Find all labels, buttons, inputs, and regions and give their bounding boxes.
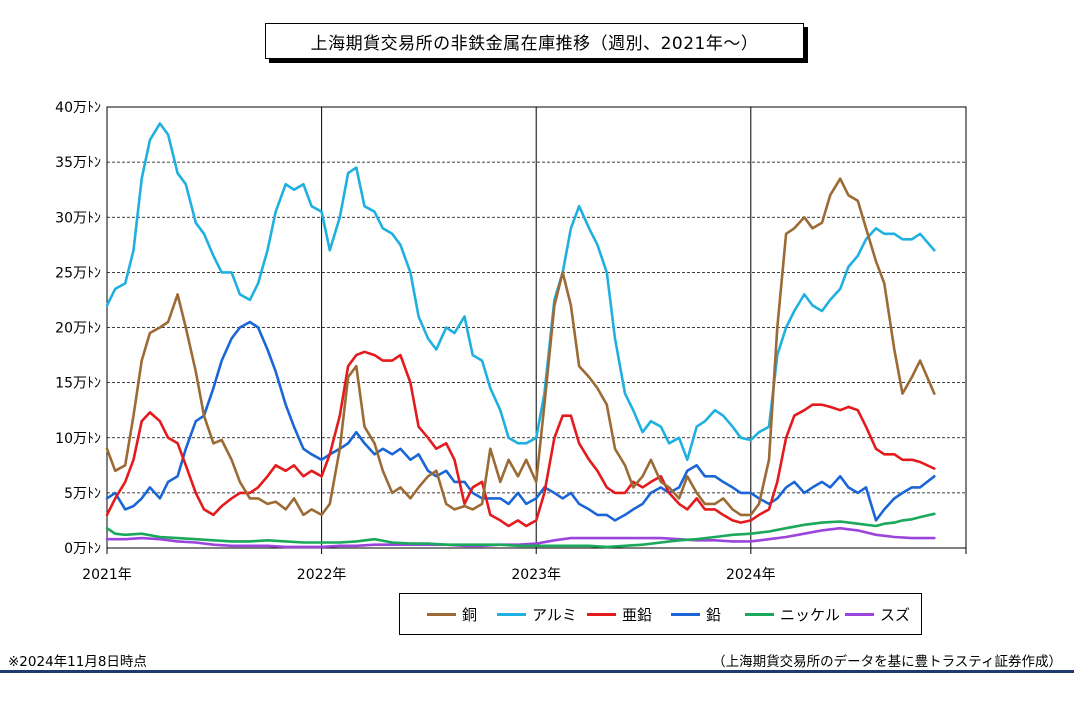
y-tick-label: 15万ﾄﾝ — [55, 376, 101, 392]
y-tick-label: 30万ﾄﾝ — [55, 210, 101, 226]
legend-item: 亜鉛 — [587, 594, 652, 634]
y-tick-label: 20万ﾄﾝ — [55, 321, 101, 337]
series-line-ニッケル — [105, 512, 936, 549]
y-tick-label: 35万ﾄﾝ — [55, 155, 101, 171]
footnote: ※2024年11月8日時点 — [8, 654, 147, 670]
x-tick-label: 2021年 — [82, 567, 132, 583]
legend-label: 亜鉛 — [622, 605, 653, 624]
y-tick-label: 40万ﾄﾝ — [55, 100, 101, 116]
series-line-スズ — [105, 526, 936, 549]
y-tick-label: 25万ﾄﾝ — [55, 265, 101, 281]
legend-item: スズ — [845, 594, 910, 634]
legend-label: 鉛 — [706, 605, 722, 624]
legend-swatch — [497, 612, 526, 616]
series-line-銅 — [105, 177, 936, 517]
series-line-亜鉛 — [105, 350, 936, 528]
bottom-divider — [0, 670, 1074, 673]
legend-swatch — [671, 612, 700, 616]
series-line-アルミ — [105, 122, 936, 462]
chart-title: 上海期貨交易所の非鉄金属在庫推移（週別、2021年～） — [265, 23, 804, 59]
x-tick-label: 2024年 — [726, 567, 776, 583]
series-line-鉛 — [105, 320, 936, 522]
legend-item: 銅 — [427, 594, 477, 634]
y-tick-label: 10万ﾄﾝ — [55, 431, 101, 447]
legend-swatch — [845, 612, 874, 616]
y-tick-label: 0万ﾄﾝ — [64, 541, 101, 557]
legend-item: アルミ — [497, 594, 577, 634]
legend-label: 銅 — [462, 605, 478, 624]
legend-swatch — [587, 612, 616, 616]
legend-label: アルミ — [532, 605, 577, 624]
legend-label: ニッケル — [780, 605, 841, 624]
source-credit: （上海期貨交易所のデータを基に豊トラスティ証券作成） — [712, 654, 1062, 670]
legend-swatch — [427, 612, 456, 616]
legend-item: 鉛 — [671, 594, 721, 634]
legend-label: スズ — [880, 605, 911, 624]
y-tick-label: 5万ﾄﾝ — [64, 486, 101, 502]
x-tick-label: 2023年 — [511, 567, 561, 583]
legend-item: ニッケル — [745, 594, 840, 634]
legend-swatch — [745, 612, 774, 616]
chart-legend: 銅 アルミ 亜鉛 鉛 ニッケル スズ — [399, 593, 922, 635]
x-tick-label: 2022年 — [297, 567, 347, 583]
